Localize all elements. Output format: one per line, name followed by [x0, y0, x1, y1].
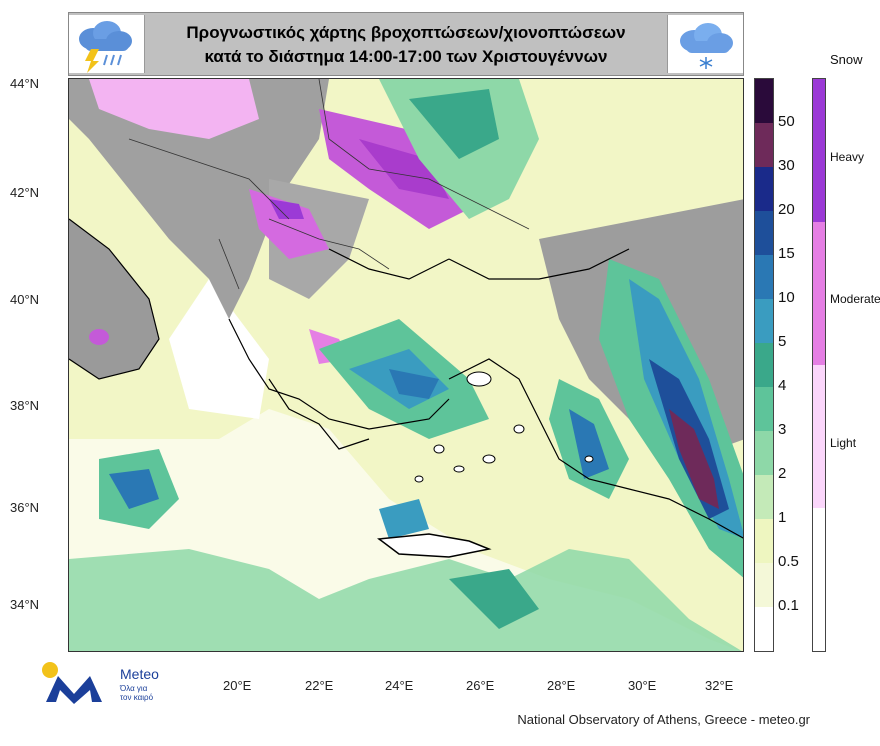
- rain-level-label: 5: [778, 333, 787, 350]
- rain-color-swatch: [755, 475, 773, 519]
- snow-heavy-label: Heavy: [830, 150, 865, 164]
- lat-label: 34°N: [10, 597, 40, 612]
- rain-level-label: 10: [778, 289, 795, 306]
- rain-color-swatch: [755, 167, 773, 211]
- snow-none-swatch: [813, 508, 825, 651]
- rain-level-label: 0.1: [778, 597, 799, 614]
- rain-level-label: 3: [778, 421, 787, 438]
- rain-color-swatch: [755, 343, 773, 387]
- lat-label: 40°N: [10, 292, 40, 307]
- snow-moderate-label: Moderate: [830, 292, 880, 306]
- lon-label: 20°E: [223, 678, 252, 693]
- logo-name: Meteo: [120, 666, 159, 682]
- logo-tagline: Όλα για τον καιρό: [120, 684, 153, 702]
- rain-color-bar: [754, 78, 774, 652]
- rain-level-label: 0.5: [778, 553, 799, 570]
- rain-color-swatch: [755, 607, 773, 651]
- snow-light-swatch: [813, 365, 825, 508]
- lon-label: 30°E: [628, 678, 657, 693]
- precipitation-map-graphic: [69, 79, 743, 651]
- rain-color-swatch: [755, 563, 773, 607]
- snow-legend-title: Snow: [830, 52, 863, 67]
- page-title: Προγνωστικός χάρτης βροχοπτώσεων/χιονοπτ…: [149, 21, 663, 69]
- lon-label: 22°E: [305, 678, 334, 693]
- title-box: Προγνωστικός χάρτης βροχοπτώσεων/χιονοπτ…: [68, 12, 744, 76]
- rain-color-swatch: [755, 123, 773, 167]
- lon-label: 26°E: [466, 678, 495, 693]
- snow-moderate-swatch: [813, 222, 825, 365]
- rain-color-swatch: [755, 519, 773, 563]
- rain-color-swatch: [755, 211, 773, 255]
- lat-label: 38°N: [10, 398, 40, 413]
- rain-color-swatch: [755, 299, 773, 343]
- rain-level-label: 4: [778, 377, 787, 394]
- snow-cloud-icon: [667, 15, 743, 73]
- snow-color-bar: [812, 78, 826, 652]
- rain-level-label: 30: [778, 157, 795, 174]
- meteo-logo: [36, 656, 186, 706]
- rain-color-swatch: [755, 431, 773, 475]
- lon-label: 28°E: [547, 678, 576, 693]
- rain-color-swatch: [755, 255, 773, 299]
- rain-color-swatch: [755, 387, 773, 431]
- rain-level-label: 1: [778, 509, 787, 526]
- logo-tagline-line2: τον καιρό: [120, 693, 154, 702]
- rain-color-swatch: [755, 79, 773, 123]
- footer-credit: National Observatory of Athens, Greece -…: [517, 712, 810, 727]
- snow-light-label: Light: [830, 436, 857, 450]
- rain-level-label: 20: [778, 201, 795, 218]
- snow-heavy-swatch: [813, 79, 825, 222]
- lat-label: 42°N: [10, 185, 40, 200]
- title-line-1: Προγνωστικός χάρτης βροχοπτώσεων/χιονοπτ…: [186, 23, 626, 42]
- storm-cloud-rain-icon: [69, 15, 145, 73]
- lat-label: 36°N: [10, 500, 40, 515]
- lon-label: 24°E: [385, 678, 414, 693]
- rain-level-label: 15: [778, 245, 795, 262]
- rain-level-label: 50: [778, 113, 795, 130]
- title-line-2: κατά το διάστημα 14:00-17:00 των Χριστου…: [204, 47, 608, 66]
- lat-label: 44°N: [10, 76, 40, 91]
- logo-tagline-line1: Όλα για: [120, 684, 148, 693]
- forecast-map: [68, 78, 744, 652]
- rain-level-label: 2: [778, 465, 787, 482]
- lon-label: 32°E: [705, 678, 734, 693]
